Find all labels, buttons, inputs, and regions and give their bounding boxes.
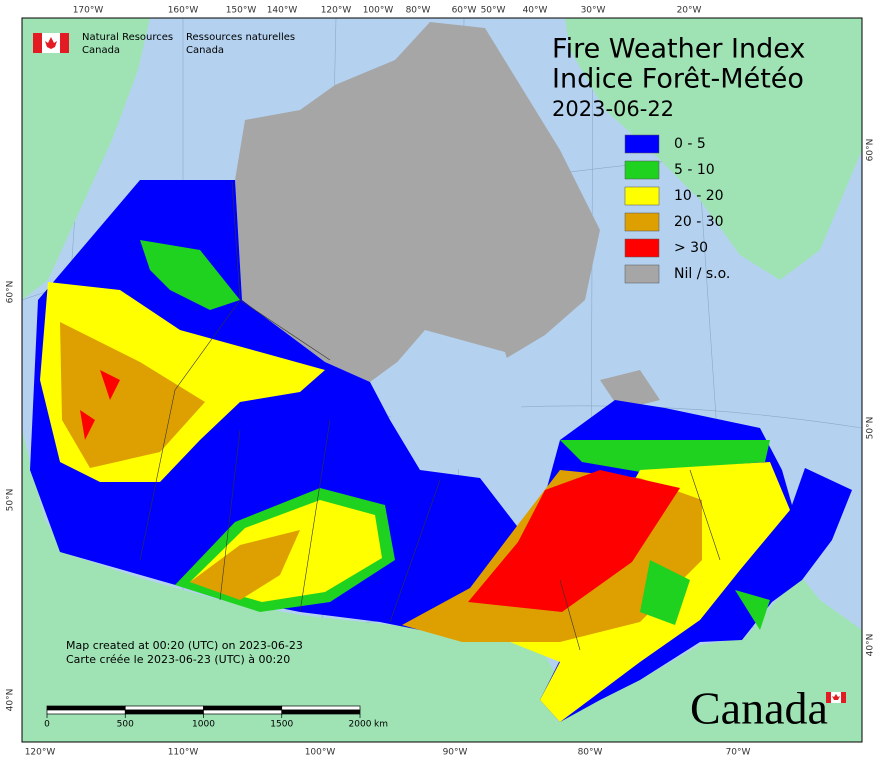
legend-label: > 30 (674, 240, 708, 256)
longitude-label: 30°W (581, 6, 606, 16)
latitude-label: 60°N (6, 281, 16, 304)
agency-fr-line2: Canada (186, 45, 224, 56)
scale-segment (281, 709, 361, 715)
legend-label: 0 - 5 (674, 136, 706, 152)
longitude-label: 50°W (481, 6, 506, 16)
wordmark: Canada (690, 683, 828, 734)
agency-en-line1: Natural Resources (82, 32, 173, 43)
longitude-label: 170°W (73, 6, 104, 16)
arctic-nil (235, 22, 600, 385)
scale-segment (46, 705, 126, 711)
longitude-label: 80°W (578, 748, 603, 758)
agency-en-line2: Canada (82, 45, 120, 56)
legend-label: 20 - 30 (674, 214, 724, 230)
scale-unit: km (374, 720, 388, 730)
scale-segment (281, 705, 361, 711)
map-body (22, 18, 862, 742)
zone-red (468, 470, 680, 612)
zone-green (560, 440, 770, 472)
flag-bar (826, 692, 831, 703)
graticule-labels: 170°W 160°W 150°W 140°W 120°W 100°W 80°W 60°W 50… (6, 6, 876, 758)
maple-leaf (45, 37, 57, 49)
longitude-label: 70°W (726, 748, 751, 758)
scale-segment (46, 709, 126, 715)
map-date: 2023-06-22 (552, 97, 674, 121)
provincial-borders (139, 181, 721, 651)
scale-label: 1500 (270, 720, 293, 730)
title-fr: Indice Forêt-Météo (552, 64, 804, 95)
scale-segment (124, 709, 204, 715)
longitude-label: 110°W (168, 748, 199, 758)
flag-bar (841, 692, 846, 703)
agency-fr-line1: Ressources naturelles (186, 32, 295, 43)
zone-orange (190, 530, 300, 600)
scale-segment (124, 705, 204, 711)
latitude-label: 60°N (866, 139, 876, 162)
longitude-label: 20°W (677, 6, 702, 16)
longitude-label: 150°W (226, 6, 257, 16)
alaska (22, 18, 150, 300)
zone-red (80, 370, 120, 440)
flag-bar (60, 33, 69, 53)
footnote-fr: Carte créée le 2023-06-23 (UTC) à 00:20 (66, 653, 290, 666)
canada-wordmark: Canada (690, 683, 846, 734)
longitude-label: 160°W (168, 6, 199, 16)
agency-signature: Natural Resources Canada Ressources natu… (33, 32, 295, 56)
legend: 0 - 5 5 - 10 10 - 20 20 - 30 > 30 Nil / s.o. (624, 134, 730, 284)
longitude-label: 120°W (25, 748, 56, 758)
latitude-label: 40°N (866, 634, 876, 657)
longitude-label: 100°W (305, 748, 336, 758)
hudson-bay (380, 330, 525, 472)
longitude-label: 90°W (443, 748, 468, 758)
legend-swatch (624, 186, 660, 206)
latitude-label: 40°N (6, 689, 16, 712)
zone-green (140, 240, 240, 310)
legend-swatch (624, 264, 660, 284)
map-frame (21, 17, 863, 743)
longitude-label: 140°W (267, 6, 298, 16)
scale-label: 1000 (192, 720, 215, 730)
latitude-label: 50°N (866, 417, 876, 440)
scale-segment (203, 705, 283, 711)
zone-orange (60, 322, 205, 468)
longitude-label: 80°W (406, 6, 431, 16)
legend-swatch (624, 160, 660, 180)
greenland (565, 18, 862, 280)
legend-label: 5 - 10 (674, 162, 715, 178)
longitude-label: 100°W (363, 6, 394, 16)
longitude-label: 120°W (321, 6, 352, 16)
scale-segment (203, 709, 283, 715)
legend-swatch (624, 134, 660, 154)
footnote-en: Map created at 00:20 (UTC) on 2023-06-23 (66, 639, 303, 652)
latitude-label: 50°N (6, 489, 16, 512)
flag-bar (33, 33, 42, 53)
united-states (22, 430, 862, 742)
scale-bar: 0 500 1000 1500 2000 km (44, 705, 388, 730)
legend-label: 10 - 20 (674, 188, 724, 204)
longitude-label: 60°W (452, 6, 477, 16)
scale-label: 0 (44, 720, 50, 730)
legend-label: Nil / s.o. (674, 266, 730, 282)
legend-swatch (624, 238, 660, 258)
scale-label: 2000 (349, 720, 372, 730)
longitude-label: 40°W (523, 6, 548, 16)
zone-green (640, 560, 770, 630)
maple-leaf (832, 694, 840, 700)
legend-swatch (624, 212, 660, 232)
scale-label: 500 (117, 720, 134, 730)
title-en: Fire Weather Index (552, 34, 805, 65)
